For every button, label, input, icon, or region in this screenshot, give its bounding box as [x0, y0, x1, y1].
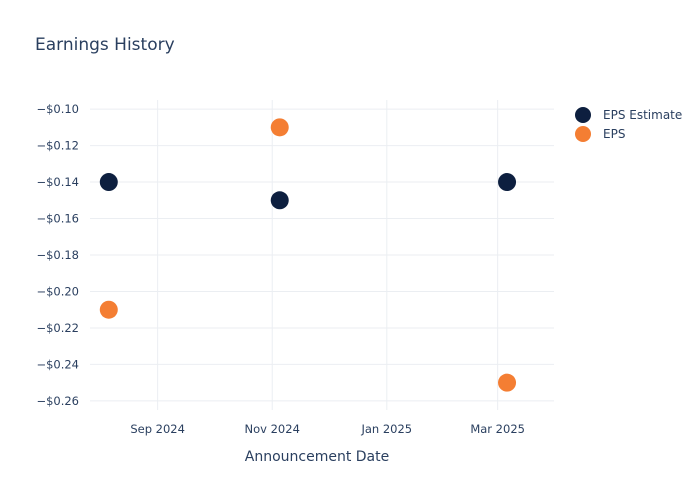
- x-tick-label: Sep 2024: [130, 422, 185, 436]
- eps-estimate-point: [99, 173, 118, 192]
- y-axis-ticks: −$0.10 −$0.12 −$0.14 −$0.16 −$0.18 −$0.20 −$0.…: [36, 102, 79, 408]
- y-tick-label: −$0.26: [36, 394, 79, 408]
- eps-point: [99, 300, 118, 319]
- data-points: [99, 118, 517, 392]
- x-tick-label: Nov 2024: [245, 422, 300, 436]
- eps-estimate-point: [498, 173, 517, 192]
- grid-lines: [90, 100, 554, 410]
- legend-label-eps-estimate: EPS Estimate: [603, 108, 682, 122]
- y-tick-label: −$0.16: [36, 212, 79, 226]
- chart-title: Earnings History: [35, 35, 175, 55]
- legend: EPS Estimate EPS: [575, 107, 682, 142]
- eps-point: [498, 373, 517, 392]
- y-tick-label: −$0.12: [36, 139, 79, 153]
- x-tick-label: Mar 2025: [470, 422, 525, 436]
- legend-marker-eps-estimate: [575, 107, 591, 123]
- legend-marker-eps: [575, 126, 591, 142]
- x-tick-label: Jan 2025: [360, 422, 412, 436]
- eps-point: [270, 118, 289, 137]
- x-axis-ticks: Sep 2024 Nov 2024 Jan 2025 Mar 2025: [130, 422, 525, 436]
- y-tick-label: −$0.20: [36, 284, 79, 298]
- y-tick-label: −$0.22: [36, 321, 79, 335]
- legend-label-eps: EPS: [603, 127, 625, 141]
- y-tick-label: −$0.14: [36, 175, 79, 189]
- eps-estimate-point: [270, 191, 289, 210]
- x-axis-title: Announcement Date: [245, 449, 389, 465]
- y-tick-label: −$0.24: [36, 357, 79, 371]
- y-tick-label: −$0.18: [36, 248, 79, 262]
- y-tick-label: −$0.10: [36, 102, 79, 116]
